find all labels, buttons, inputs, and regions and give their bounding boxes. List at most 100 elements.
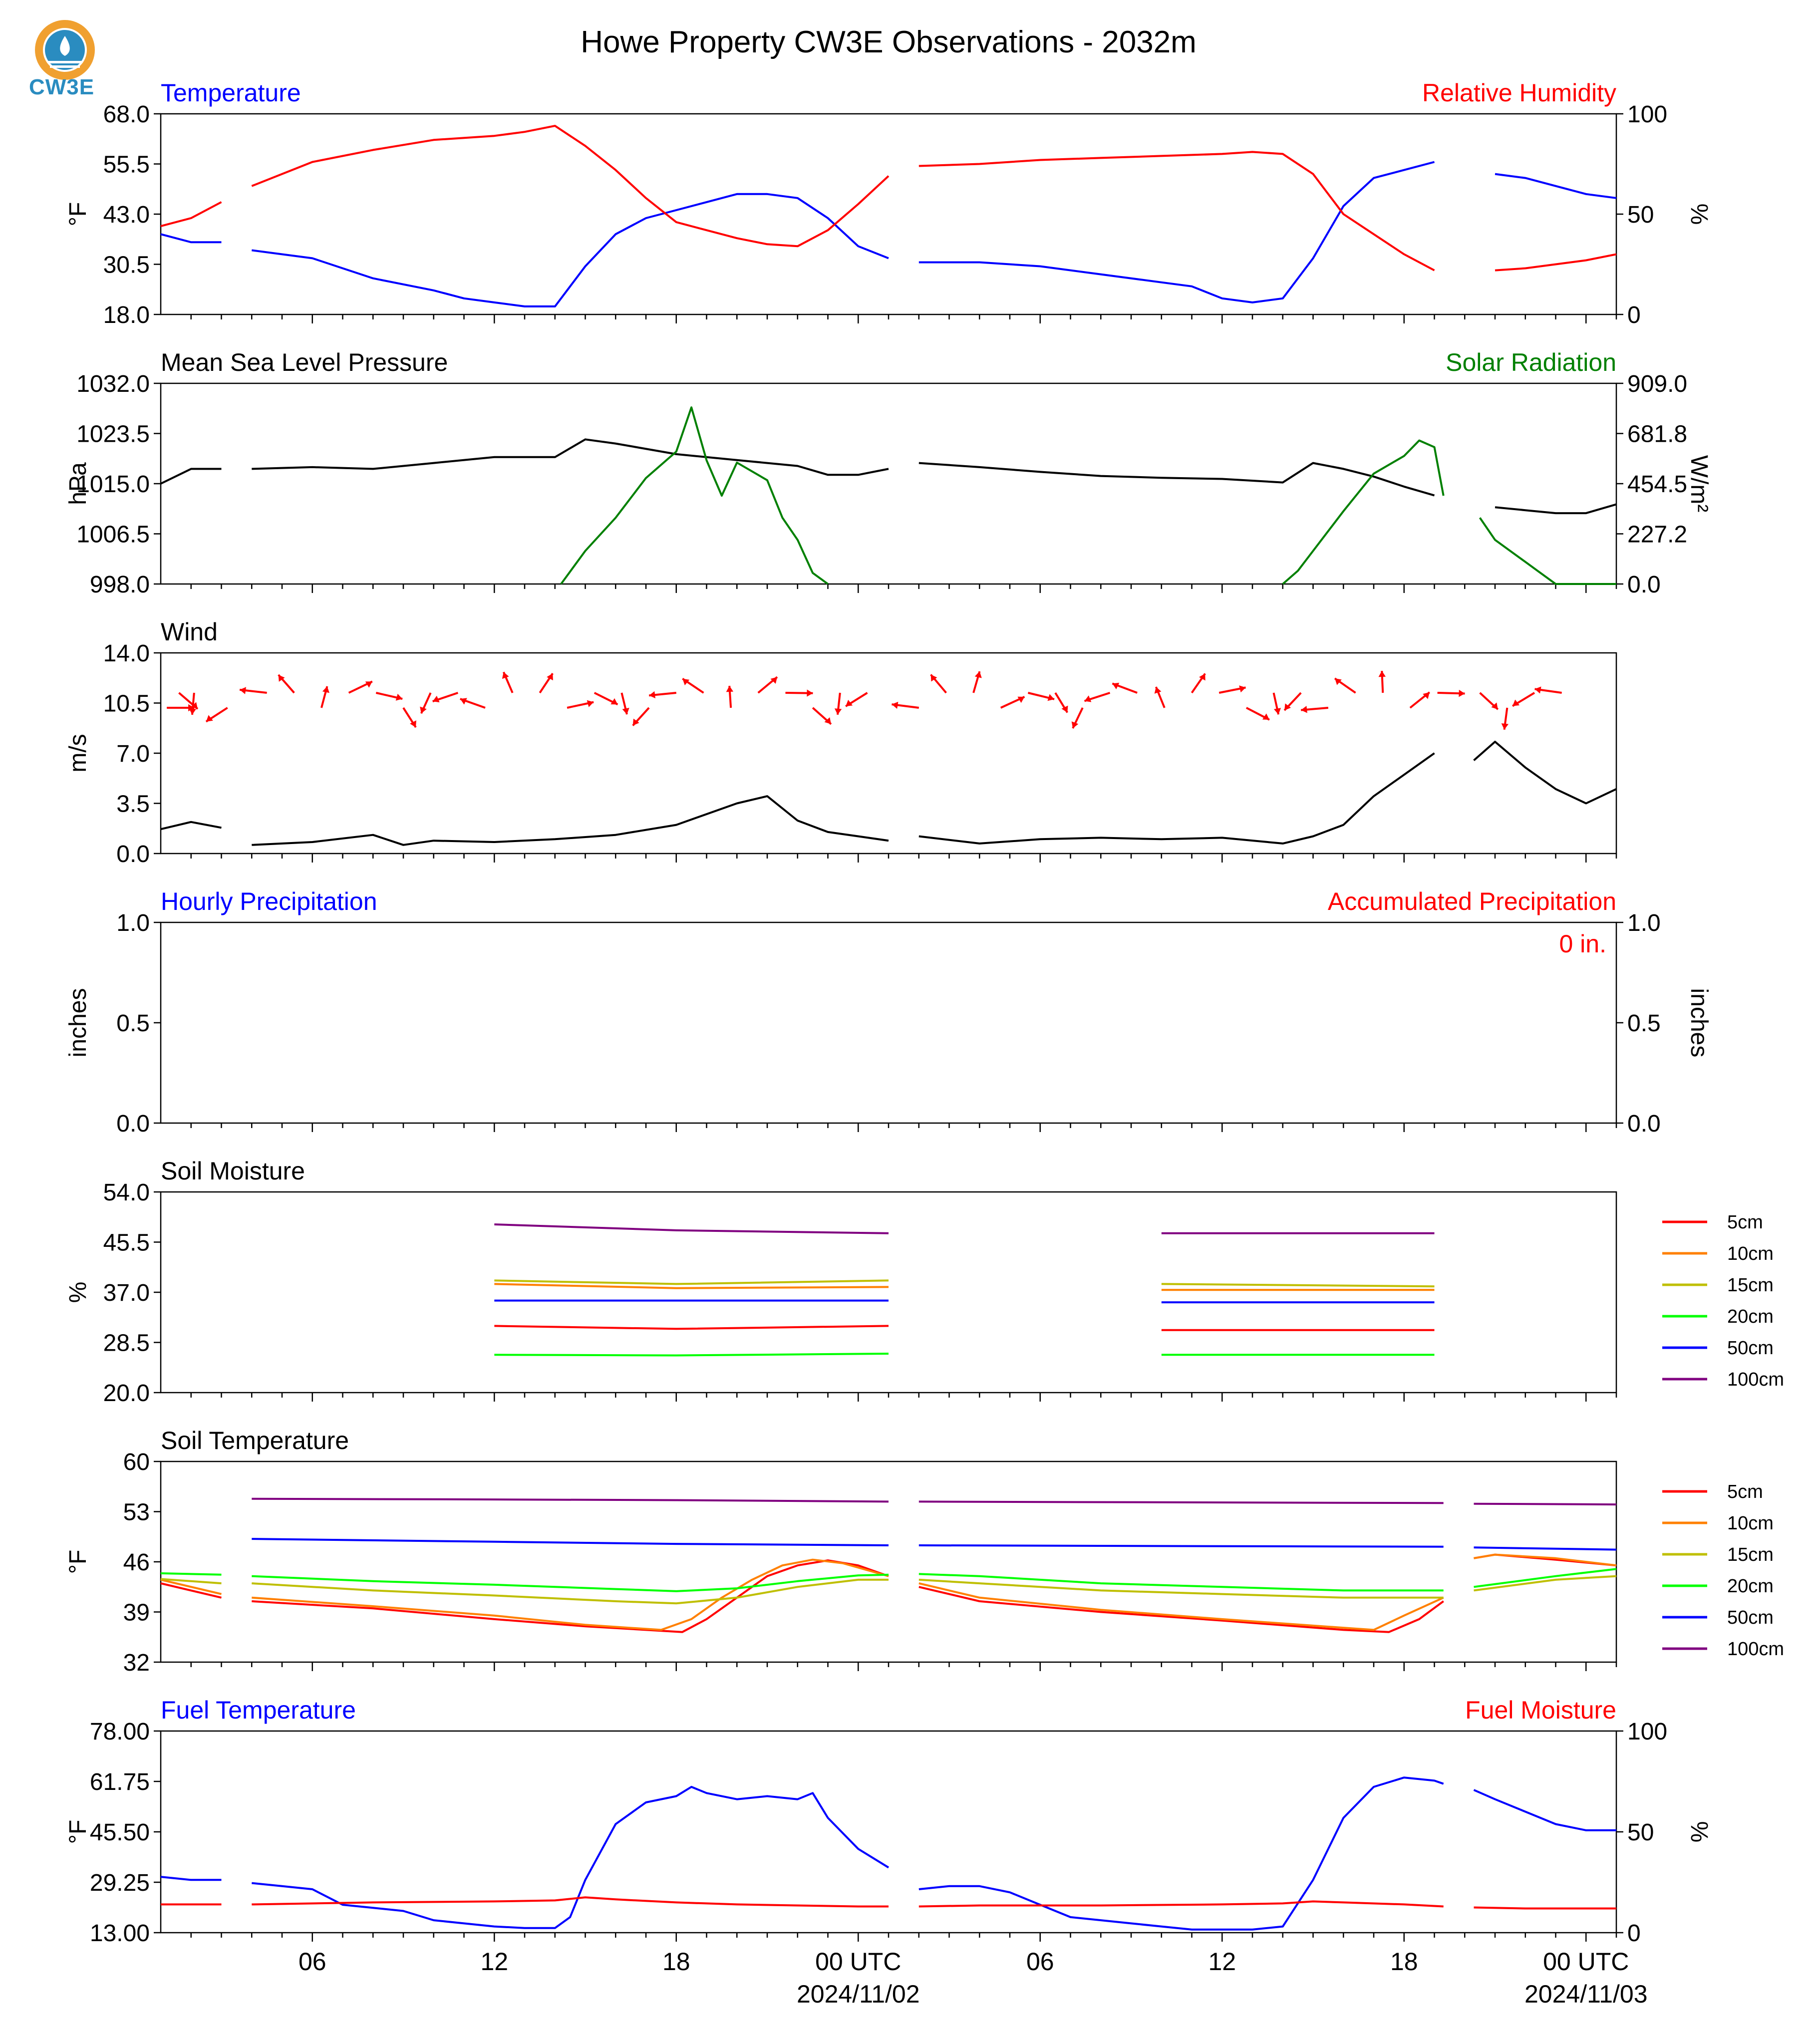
panel-5-ylabel: %	[65, 1282, 91, 1303]
panel-5-ytick-label: 28.5	[103, 1330, 150, 1357]
panel-7-ytick-label: 13.00	[90, 1920, 150, 1947]
panel-4-y2label: inches	[1686, 988, 1712, 1058]
x-tick-label: 12	[480, 1948, 508, 1976]
panel-6-series-10cm-line	[160, 1578, 222, 1595]
panel-2-ylabel: hPa	[65, 462, 91, 505]
panel-5-legend-label: 50cm	[1727, 1338, 1774, 1359]
panel-7-series-1-line	[160, 1876, 222, 1881]
panel-4-y2tick-label: 0.5	[1627, 1010, 1661, 1037]
panel-4-annotation: 0 in.	[1559, 930, 1606, 958]
panel-3-ylabel: m/s	[65, 734, 91, 772]
panel-3-wind-arrowhead	[420, 706, 427, 714]
panel-3-wind-arrowhead	[1513, 699, 1519, 706]
panel-7-y2tick-label: 0	[1627, 1920, 1641, 1947]
panel-5-series-100cm-line	[494, 1223, 889, 1234]
panel-5-series-15cm-line	[494, 1279, 889, 1285]
panel-3-wind-arrowhead	[240, 687, 247, 694]
panel-6-series-20cm-line	[160, 1572, 222, 1576]
panel-6-series-50cm-line	[918, 1544, 1444, 1548]
panel-7-series-2-line	[1474, 1906, 1616, 1910]
panel-3-wind-arrowhead	[834, 708, 842, 715]
panel-5-ytick-label: 20.0	[103, 1380, 150, 1407]
panel-6-legend-label: 5cm	[1727, 1481, 1763, 1502]
panel-3-wind-arrowhead	[1112, 682, 1120, 690]
panel-4-ytick-label: 0.5	[116, 1010, 150, 1037]
panel-5-legend-label: 15cm	[1727, 1275, 1774, 1296]
panel-1-ytick-label: 18.0	[103, 302, 150, 328]
panel-7-y2tick-label: 100	[1627, 1719, 1667, 1745]
panel-6-ytick-label: 39	[123, 1600, 150, 1626]
panel-3-wind-arrowhead	[622, 708, 629, 715]
panel-3-wind-arrowhead	[1534, 686, 1541, 694]
panel-4-ytick-label: 1.0	[116, 910, 150, 936]
panel-7-y2label: %	[1686, 1821, 1712, 1843]
panel-5-title-left: Soil Moisture	[161, 1157, 305, 1185]
panel-1-title-left: Temperature	[161, 79, 301, 107]
logo	[27, 15, 102, 110]
panel-3-wind-arrowhead	[547, 673, 553, 681]
panel-6-series-10cm-line	[1474, 1553, 1617, 1567]
x-tick-label: 18	[1390, 1948, 1418, 1976]
panel-2-series-2-line	[560, 406, 829, 585]
panel-3-wind-arrowhead	[1459, 689, 1465, 697]
panel-4-ytick-label: 0.0	[116, 1111, 150, 1137]
panel-2-ytick-label: 1023.5	[76, 421, 150, 448]
panel-7-title-right: Fuel Moisture	[1465, 1696, 1616, 1724]
panel-6-series-100cm-line	[918, 1500, 1444, 1504]
panel-1-series-2-line	[160, 201, 222, 228]
x-tick-label: 06	[299, 1948, 326, 1976]
panel-3-wind-arrowhead	[974, 671, 982, 678]
logo-text: CW3E	[29, 75, 95, 99]
panel-5-ytick-label: 37.0	[103, 1280, 150, 1306]
panel-6-ylabel: °F	[65, 1550, 91, 1574]
panel-3-title-left: Wind	[161, 618, 218, 646]
panel-6-series-20cm-line	[252, 1573, 889, 1592]
panel-5-ytick-label: 45.5	[103, 1230, 150, 1256]
panel-7-y2tick-label: 50	[1627, 1819, 1654, 1846]
panel-2-series-2-line	[1282, 439, 1445, 585]
logo-emblem-icon	[35, 20, 95, 80]
panel-5-legend-label: 100cm	[1727, 1369, 1784, 1390]
panel-2-ytick-label: 1032.0	[76, 371, 150, 397]
x-tick-label: 06	[1026, 1948, 1054, 1976]
panel-6-ytick-label: 60	[123, 1449, 150, 1475]
panel-3-ytick-label: 3.5	[116, 791, 150, 818]
panel-4-frame	[160, 921, 1617, 1124]
panel-3-wind-arrowhead	[432, 695, 440, 703]
panel-2-title-right: Solar Radiation	[1446, 348, 1616, 376]
x-tick-date-label: 2024/11/02	[797, 1980, 920, 2008]
panel-3-wind-arrowhead	[395, 693, 403, 701]
panel-1-ytick-label: 30.5	[103, 252, 150, 279]
x-tick-label: 12	[1208, 1948, 1236, 1976]
panel-2-y2tick-label: 909.0	[1627, 371, 1687, 397]
panel-5-legend-label: 10cm	[1727, 1243, 1774, 1264]
panel-2-ytick-label: 1006.5	[76, 522, 150, 548]
panel-3-wind-arrowhead	[502, 672, 509, 679]
panel-2-title-left: Mean Sea Level Pressure	[161, 348, 448, 376]
panel-3-wind-arrowhead	[807, 689, 813, 697]
panel-6-legend-label: 10cm	[1727, 1513, 1774, 1534]
panel-1-ytick-label: 68.0	[103, 101, 150, 128]
panel-6-series-50cm-line	[1474, 1546, 1617, 1551]
panel-1-ytick-label: 43.0	[103, 202, 150, 228]
panel-2-series-2-line	[1479, 517, 1616, 585]
panel-6-legend-label: 50cm	[1727, 1607, 1774, 1628]
panel-1-frame	[160, 113, 1617, 315]
panel-2-series-1-line	[918, 462, 1435, 497]
panel-6-frame	[160, 1460, 1617, 1663]
panel-1-ylabel: °F	[65, 202, 91, 227]
panel-3-wind-arrowhead	[1501, 723, 1509, 730]
panel-6-ytick-label: 46	[123, 1549, 150, 1576]
panel-2-series-1-line	[160, 468, 222, 485]
panel-1-series-2-line	[1495, 253, 1617, 272]
panel-3-wind-arrowhead	[1154, 687, 1162, 694]
panel-2-series-1-line	[1495, 503, 1617, 515]
panel-3-wind-arrowhead	[1284, 703, 1291, 711]
panel-1-y2tick-label: 0	[1627, 302, 1641, 328]
x-tick-date-label: 2024/11/03	[1524, 1980, 1648, 2008]
panel-1-y2tick-label: 100	[1627, 101, 1667, 128]
panel-6-series-10cm-line	[252, 1558, 889, 1631]
panel-3-series-1-line	[918, 752, 1435, 845]
panel-1-series-1-line	[918, 161, 1435, 303]
panel-3-wind-arrowhead	[824, 717, 831, 724]
